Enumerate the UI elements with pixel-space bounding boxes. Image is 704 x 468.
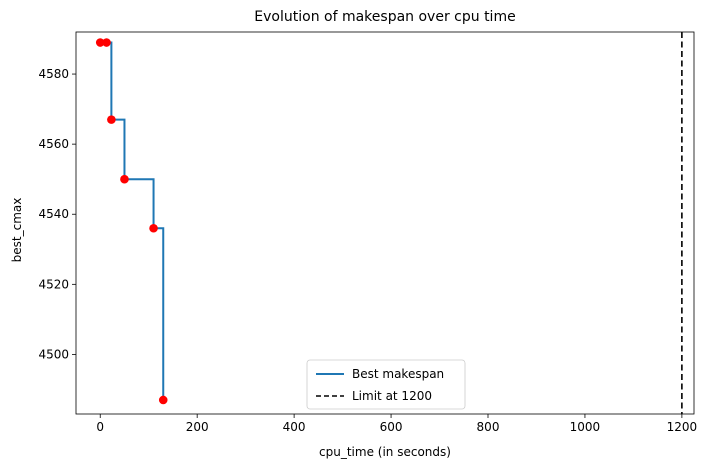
axes-frame (75, 31, 695, 415)
scatter-point (149, 223, 158, 233)
y-axis-ticks: 4500 4520 4540 4560 4580 (38, 67, 76, 361)
y-tick-label: 4540 (38, 207, 69, 221)
x-tick-label: 1000 (570, 420, 601, 434)
series-line-best-makespan (100, 41, 165, 400)
y-tick-label: 4580 (38, 67, 69, 81)
y-axis-label: best_cmax (10, 198, 24, 263)
x-tick-label: 1200 (667, 420, 698, 434)
x-tick-label: 200 (186, 420, 209, 434)
legend: Best makespan Limit at 1200 (306, 359, 466, 410)
y-tick-label: 4500 (38, 347, 69, 361)
scatter-point (158, 395, 168, 405)
scatter-point (120, 174, 129, 184)
x-tick-label: 400 (283, 420, 306, 434)
scatter-point (107, 115, 116, 124)
legend-label-limit: Limit at 1200 (352, 389, 432, 403)
legend-box (306, 359, 466, 410)
x-axis-label: cpu_time (in seconds) (319, 445, 451, 459)
legend-label-best-makespan: Best makespan (352, 367, 444, 381)
scatter-point (102, 38, 111, 47)
x-tick-label: 800 (477, 420, 500, 434)
x-tick-label: 0 (96, 420, 104, 434)
plot-area (95, 32, 683, 414)
x-axis-ticks: 0 200 400 600 800 1000 1200 (96, 414, 697, 434)
y-tick-label: 4520 (38, 277, 69, 291)
chart-title: Evolution of makespan over cpu time (254, 9, 515, 25)
y-tick-label: 4560 (38, 137, 69, 151)
scatter-point (95, 38, 105, 47)
x-tick-label: 600 (380, 420, 403, 434)
